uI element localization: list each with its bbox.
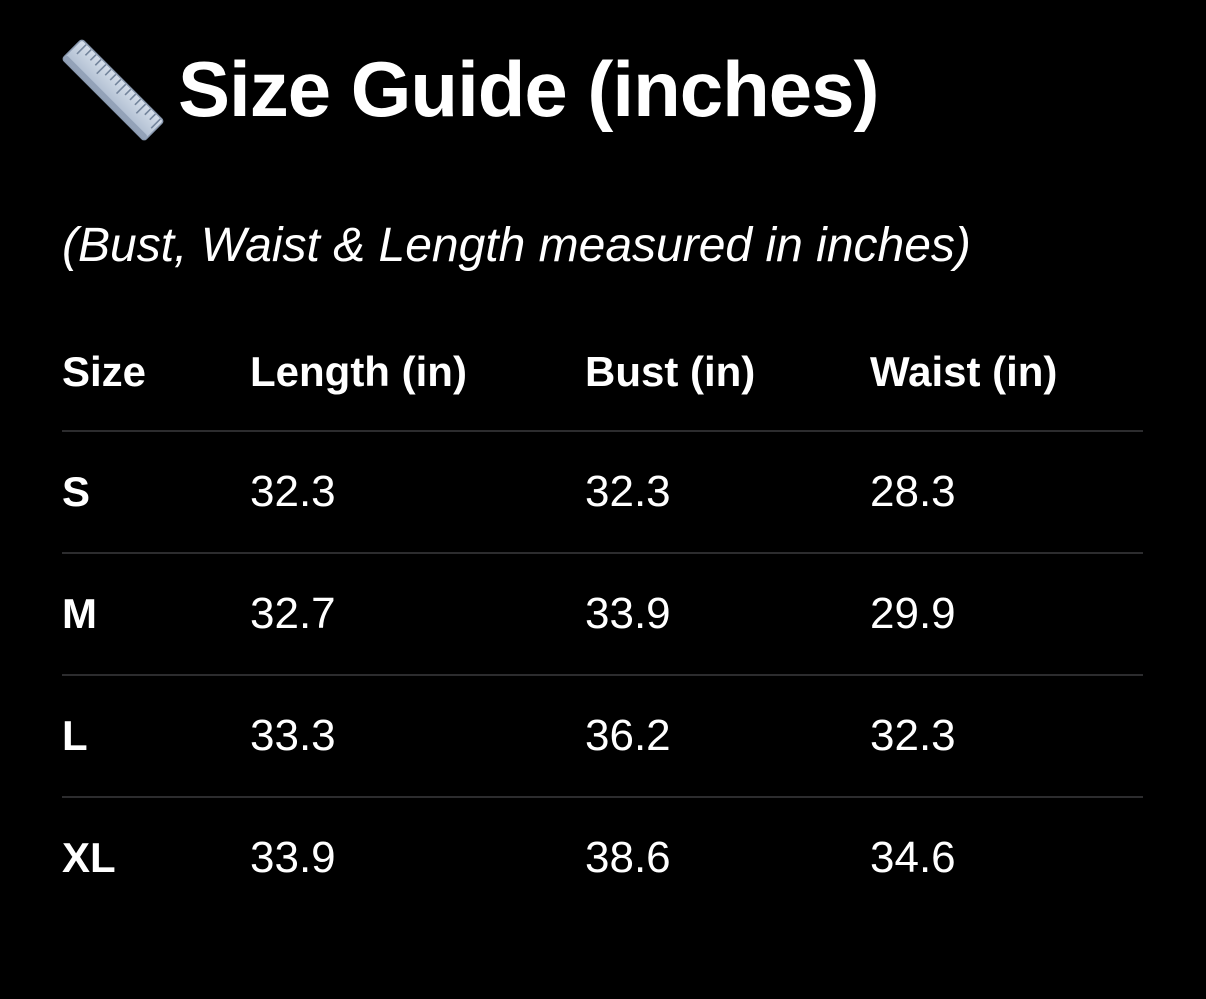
length-value: 32.7 bbox=[250, 589, 336, 638]
bust-value: 38.6 bbox=[585, 833, 671, 882]
table-row-m: M 32.7 33.9 29.9 bbox=[62, 554, 1143, 676]
waist-value: 34.6 bbox=[870, 833, 956, 882]
column-header-size: Size bbox=[62, 348, 147, 395]
bust-value: 33.9 bbox=[585, 589, 671, 638]
length-value: 32.3 bbox=[250, 467, 336, 516]
measurement-note: (Bust, Waist & Length measured in inches… bbox=[62, 219, 971, 272]
table-row-xl: XL 33.9 38.6 34.6 bbox=[62, 798, 1143, 918]
size-label: L bbox=[62, 712, 88, 759]
straight-ruler-icon bbox=[62, 39, 164, 141]
size-label: M bbox=[62, 590, 97, 637]
bust-value: 36.2 bbox=[585, 711, 671, 760]
column-header-length: Length (in) bbox=[250, 348, 467, 395]
title-row: Size Guide (inches) bbox=[62, 38, 1143, 142]
table-row-s: S 32.3 32.3 28.3 bbox=[62, 432, 1143, 554]
bust-value: 32.3 bbox=[585, 467, 671, 516]
table-header-row: Size Length (in) Bust (in) Waist (in) bbox=[62, 348, 1143, 432]
waist-value: 28.3 bbox=[870, 467, 956, 516]
table-row-l: L 33.3 36.2 32.3 bbox=[62, 676, 1143, 798]
page-title: Size Guide (inches) bbox=[178, 45, 879, 134]
size-guide-panel: Size Guide (inches) (Bust, Waist & Lengt… bbox=[62, 38, 1143, 918]
size-guide-table: Size Length (in) Bust (in) Waist (in) S … bbox=[62, 348, 1143, 918]
size-label: S bbox=[62, 468, 91, 515]
waist-value: 29.9 bbox=[870, 589, 956, 638]
column-header-bust: Bust (in) bbox=[585, 348, 756, 395]
size-label: XL bbox=[62, 834, 116, 881]
length-value: 33.9 bbox=[250, 833, 336, 882]
length-value: 33.3 bbox=[250, 711, 336, 760]
column-header-waist: Waist (in) bbox=[870, 348, 1058, 395]
waist-value: 32.3 bbox=[870, 711, 956, 760]
